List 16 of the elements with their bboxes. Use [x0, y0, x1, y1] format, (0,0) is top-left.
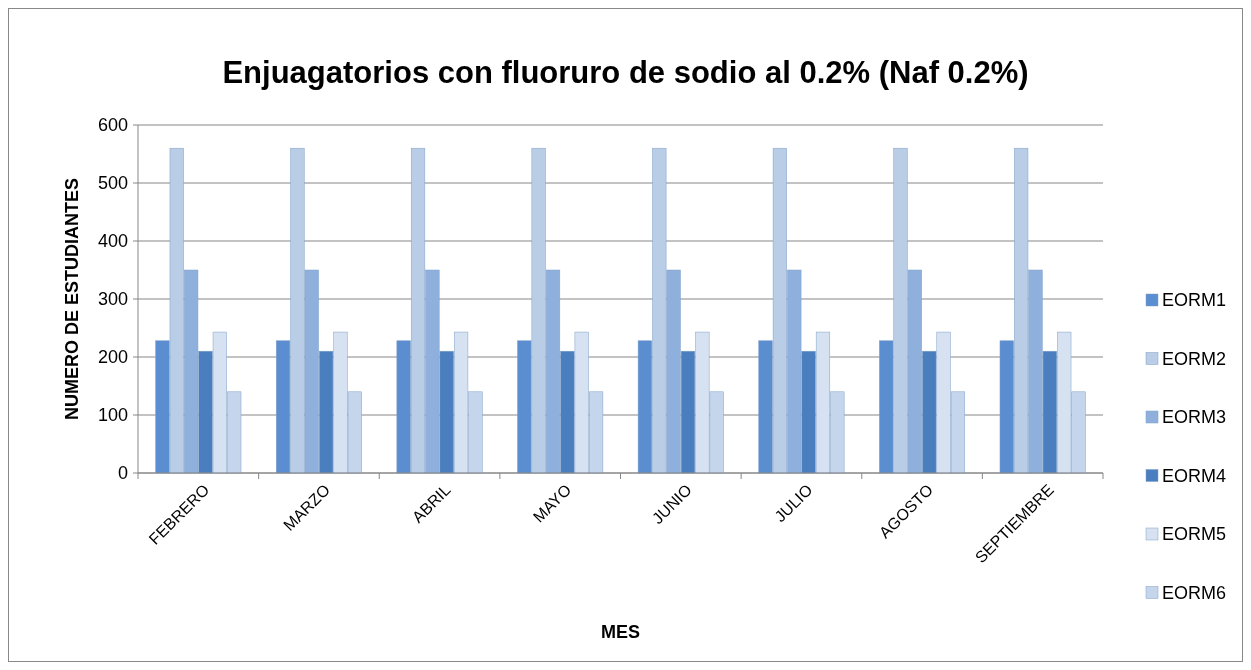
- legend-label: EORM3: [1162, 407, 1227, 428]
- y-tick-label: 100: [97, 405, 128, 426]
- legend-label: EORM5: [1162, 524, 1227, 545]
- y-tick-label: 300: [97, 289, 128, 310]
- y-tick-label: 200: [97, 347, 128, 368]
- chart-title: Enjuagatorios con fluoruro de sodio al 0.2% (Naf 0.2%): [222, 55, 1029, 90]
- x-axis-title: MES: [600, 622, 641, 642]
- y-axis-title: NUMERO DE ESTUDIANTES: [62, 177, 82, 421]
- y-tick-label: 0: [117, 463, 128, 484]
- y-tick-label: 500: [97, 173, 128, 194]
- legend-label: EORM1: [1162, 290, 1227, 311]
- legend-label: EORM4: [1162, 465, 1227, 486]
- legend-label: EORM2: [1162, 348, 1227, 369]
- y-tick-label: 400: [97, 231, 128, 252]
- y-tick-label: 600: [97, 115, 128, 136]
- legend-label: EORM6: [1162, 582, 1227, 603]
